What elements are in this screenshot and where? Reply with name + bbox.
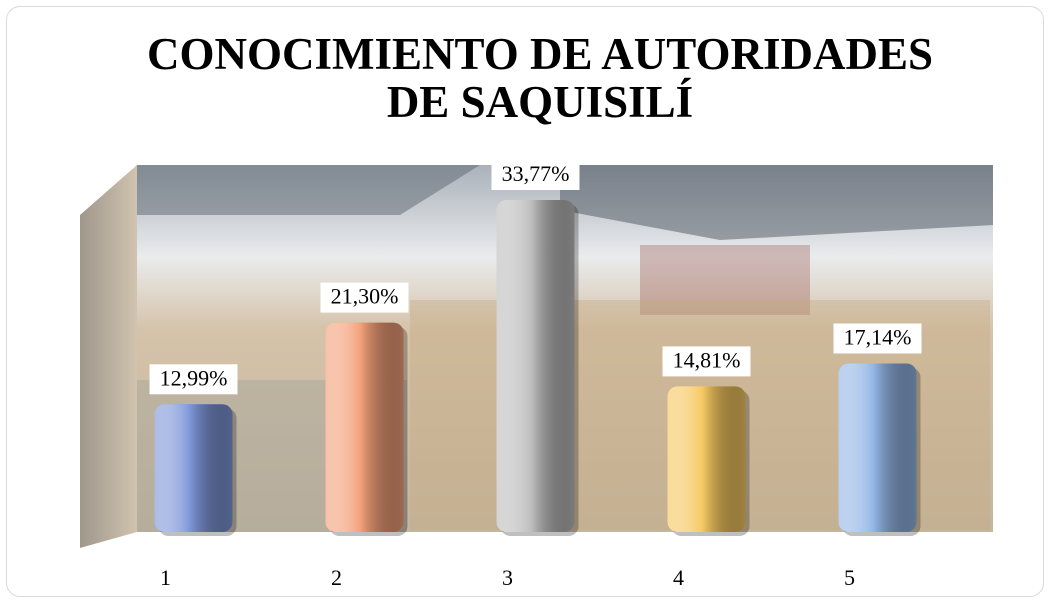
bar-shade: [155, 404, 233, 532]
data-label: 21,30%: [331, 284, 399, 309]
bar-shade: [326, 323, 404, 532]
data-label: 12,99%: [160, 365, 228, 390]
x-tick-label: 3: [502, 565, 513, 590]
bar-shade: [839, 363, 917, 532]
x-tick-label: 5: [844, 565, 855, 590]
bar-shade: [668, 386, 746, 532]
data-label: 17,14%: [844, 325, 912, 350]
x-tick-label: 2: [331, 565, 342, 590]
chart: 12,99% 1 21,30% 2 33,77% 3 14,81% 4 17,14% 5: [0, 0, 1052, 605]
page: {"chart_data": {"type": "bar", "title": …: [0, 0, 1052, 605]
x-tick-label: 4: [673, 565, 684, 590]
bar-shade: [497, 200, 575, 532]
x-tick-label: 1: [160, 565, 171, 590]
data-label: 33,77%: [502, 161, 570, 186]
data-label: 14,81%: [673, 347, 741, 372]
